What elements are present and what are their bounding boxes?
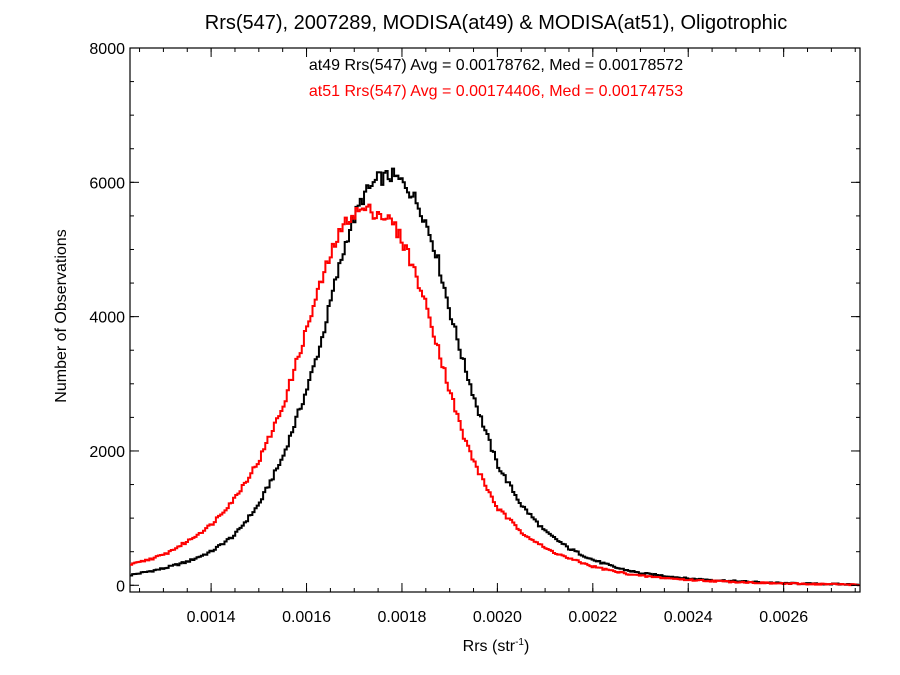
y-tick-label: 4000 — [89, 310, 125, 327]
series-line-1 — [130, 203, 860, 587]
y-tick-label: 0 — [116, 578, 125, 595]
x-tick-label: 0.0026 — [759, 609, 808, 626]
x-tick-label: 0.0018 — [377, 609, 426, 626]
y-tick-label: 2000 — [89, 444, 125, 461]
series-line-0 — [130, 167, 860, 587]
y-axis-label: Number of Observations — [53, 229, 70, 402]
chart-title: Rrs(547), 2007289, MODISA(at49) & MODISA… — [205, 12, 787, 34]
x-axis-label: Rrs (str-1) — [463, 637, 530, 655]
x-tick-label: 0.0022 — [568, 609, 617, 626]
x-axis-label-superscript: -1 — [515, 637, 524, 648]
y-tick-label: 8000 — [89, 41, 125, 58]
x-tick-label: 0.0014 — [187, 609, 236, 626]
plot-frame — [129, 47, 861, 593]
series-layer — [130, 167, 860, 587]
x-axis-label-close: ) — [524, 638, 529, 655]
annotation-at51-stats: at51 Rrs(547) Avg = 0.00174406, Med = 0.… — [309, 83, 683, 100]
x-axis-label-main: Rrs (str — [463, 638, 516, 655]
ticks-layer: 0.0014 0.0016 0.0018 0.0020 0.0022 0.0024 0.00… — [89, 41, 860, 626]
x-tick-label: 0.0020 — [473, 609, 522, 626]
x-tick-label: 0.0016 — [282, 609, 331, 626]
y-tick-label: 6000 — [89, 175, 125, 192]
x-tick-label: 0.0024 — [664, 609, 713, 626]
annotation-at49-stats: at49 Rrs(547) Avg = 0.00178762, Med = 0.… — [309, 57, 683, 74]
